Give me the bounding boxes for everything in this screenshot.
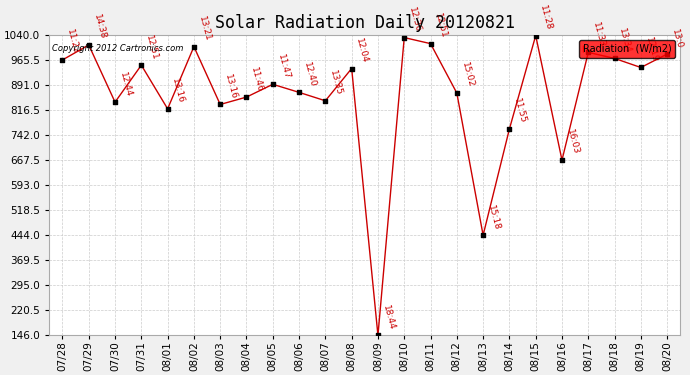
Point: [583, 50, 594, 55]
Text: 15:02: 15:02: [460, 62, 475, 89]
Text: 11:55: 11:55: [512, 98, 528, 125]
Point: [477, 232, 489, 238]
Point: [609, 56, 620, 62]
Point: [635, 64, 647, 70]
Point: [504, 126, 515, 132]
Text: 15:18: 15:18: [486, 204, 501, 231]
Point: [399, 34, 410, 40]
Point: [162, 106, 173, 112]
Text: 12:51: 12:51: [433, 12, 448, 39]
Text: 13:34: 13:34: [618, 27, 633, 54]
Point: [83, 42, 95, 48]
Point: [373, 332, 384, 338]
Text: 12:04: 12:04: [355, 37, 370, 64]
Point: [136, 62, 147, 68]
Point: [425, 40, 436, 46]
Text: 14:38: 14:38: [92, 13, 107, 41]
Point: [188, 44, 199, 50]
Text: 11:47: 11:47: [275, 53, 291, 80]
Point: [293, 89, 304, 95]
Title: Solar Radiation Daily 20120821: Solar Radiation Daily 20120821: [215, 14, 515, 32]
Point: [57, 57, 68, 63]
Text: 12:51: 12:51: [144, 34, 159, 61]
Text: 13:16: 13:16: [223, 73, 238, 100]
Text: 18:44: 18:44: [381, 304, 396, 331]
Point: [320, 98, 331, 104]
Text: Copyright 2012 Cartronics.com: Copyright 2012 Cartronics.com: [52, 44, 184, 53]
Text: 12:19: 12:19: [644, 36, 659, 63]
Point: [267, 81, 278, 87]
Point: [662, 51, 673, 57]
Text: 11:46: 11:46: [249, 66, 265, 93]
Text: 13:16: 13:16: [170, 77, 186, 105]
Point: [110, 99, 121, 105]
Text: 11:28: 11:28: [538, 4, 554, 32]
Text: 13:0: 13:0: [670, 28, 684, 50]
Text: 12:40: 12:40: [302, 61, 317, 88]
Point: [215, 102, 226, 108]
Text: 13:35: 13:35: [328, 69, 344, 97]
Text: 12:44: 12:44: [118, 71, 133, 98]
Text: 11:22: 11:22: [66, 28, 81, 56]
Point: [556, 157, 567, 163]
Point: [241, 94, 252, 100]
Point: [346, 66, 357, 72]
Text: 11:33: 11:33: [591, 21, 607, 48]
Text: 13:21: 13:21: [197, 15, 212, 42]
Text: 16:03: 16:03: [564, 129, 580, 156]
Legend: Radiation  (W/m2): Radiation (W/m2): [579, 40, 676, 57]
Text: 12:36: 12:36: [407, 6, 422, 33]
Point: [530, 33, 541, 39]
Point: [451, 90, 462, 96]
